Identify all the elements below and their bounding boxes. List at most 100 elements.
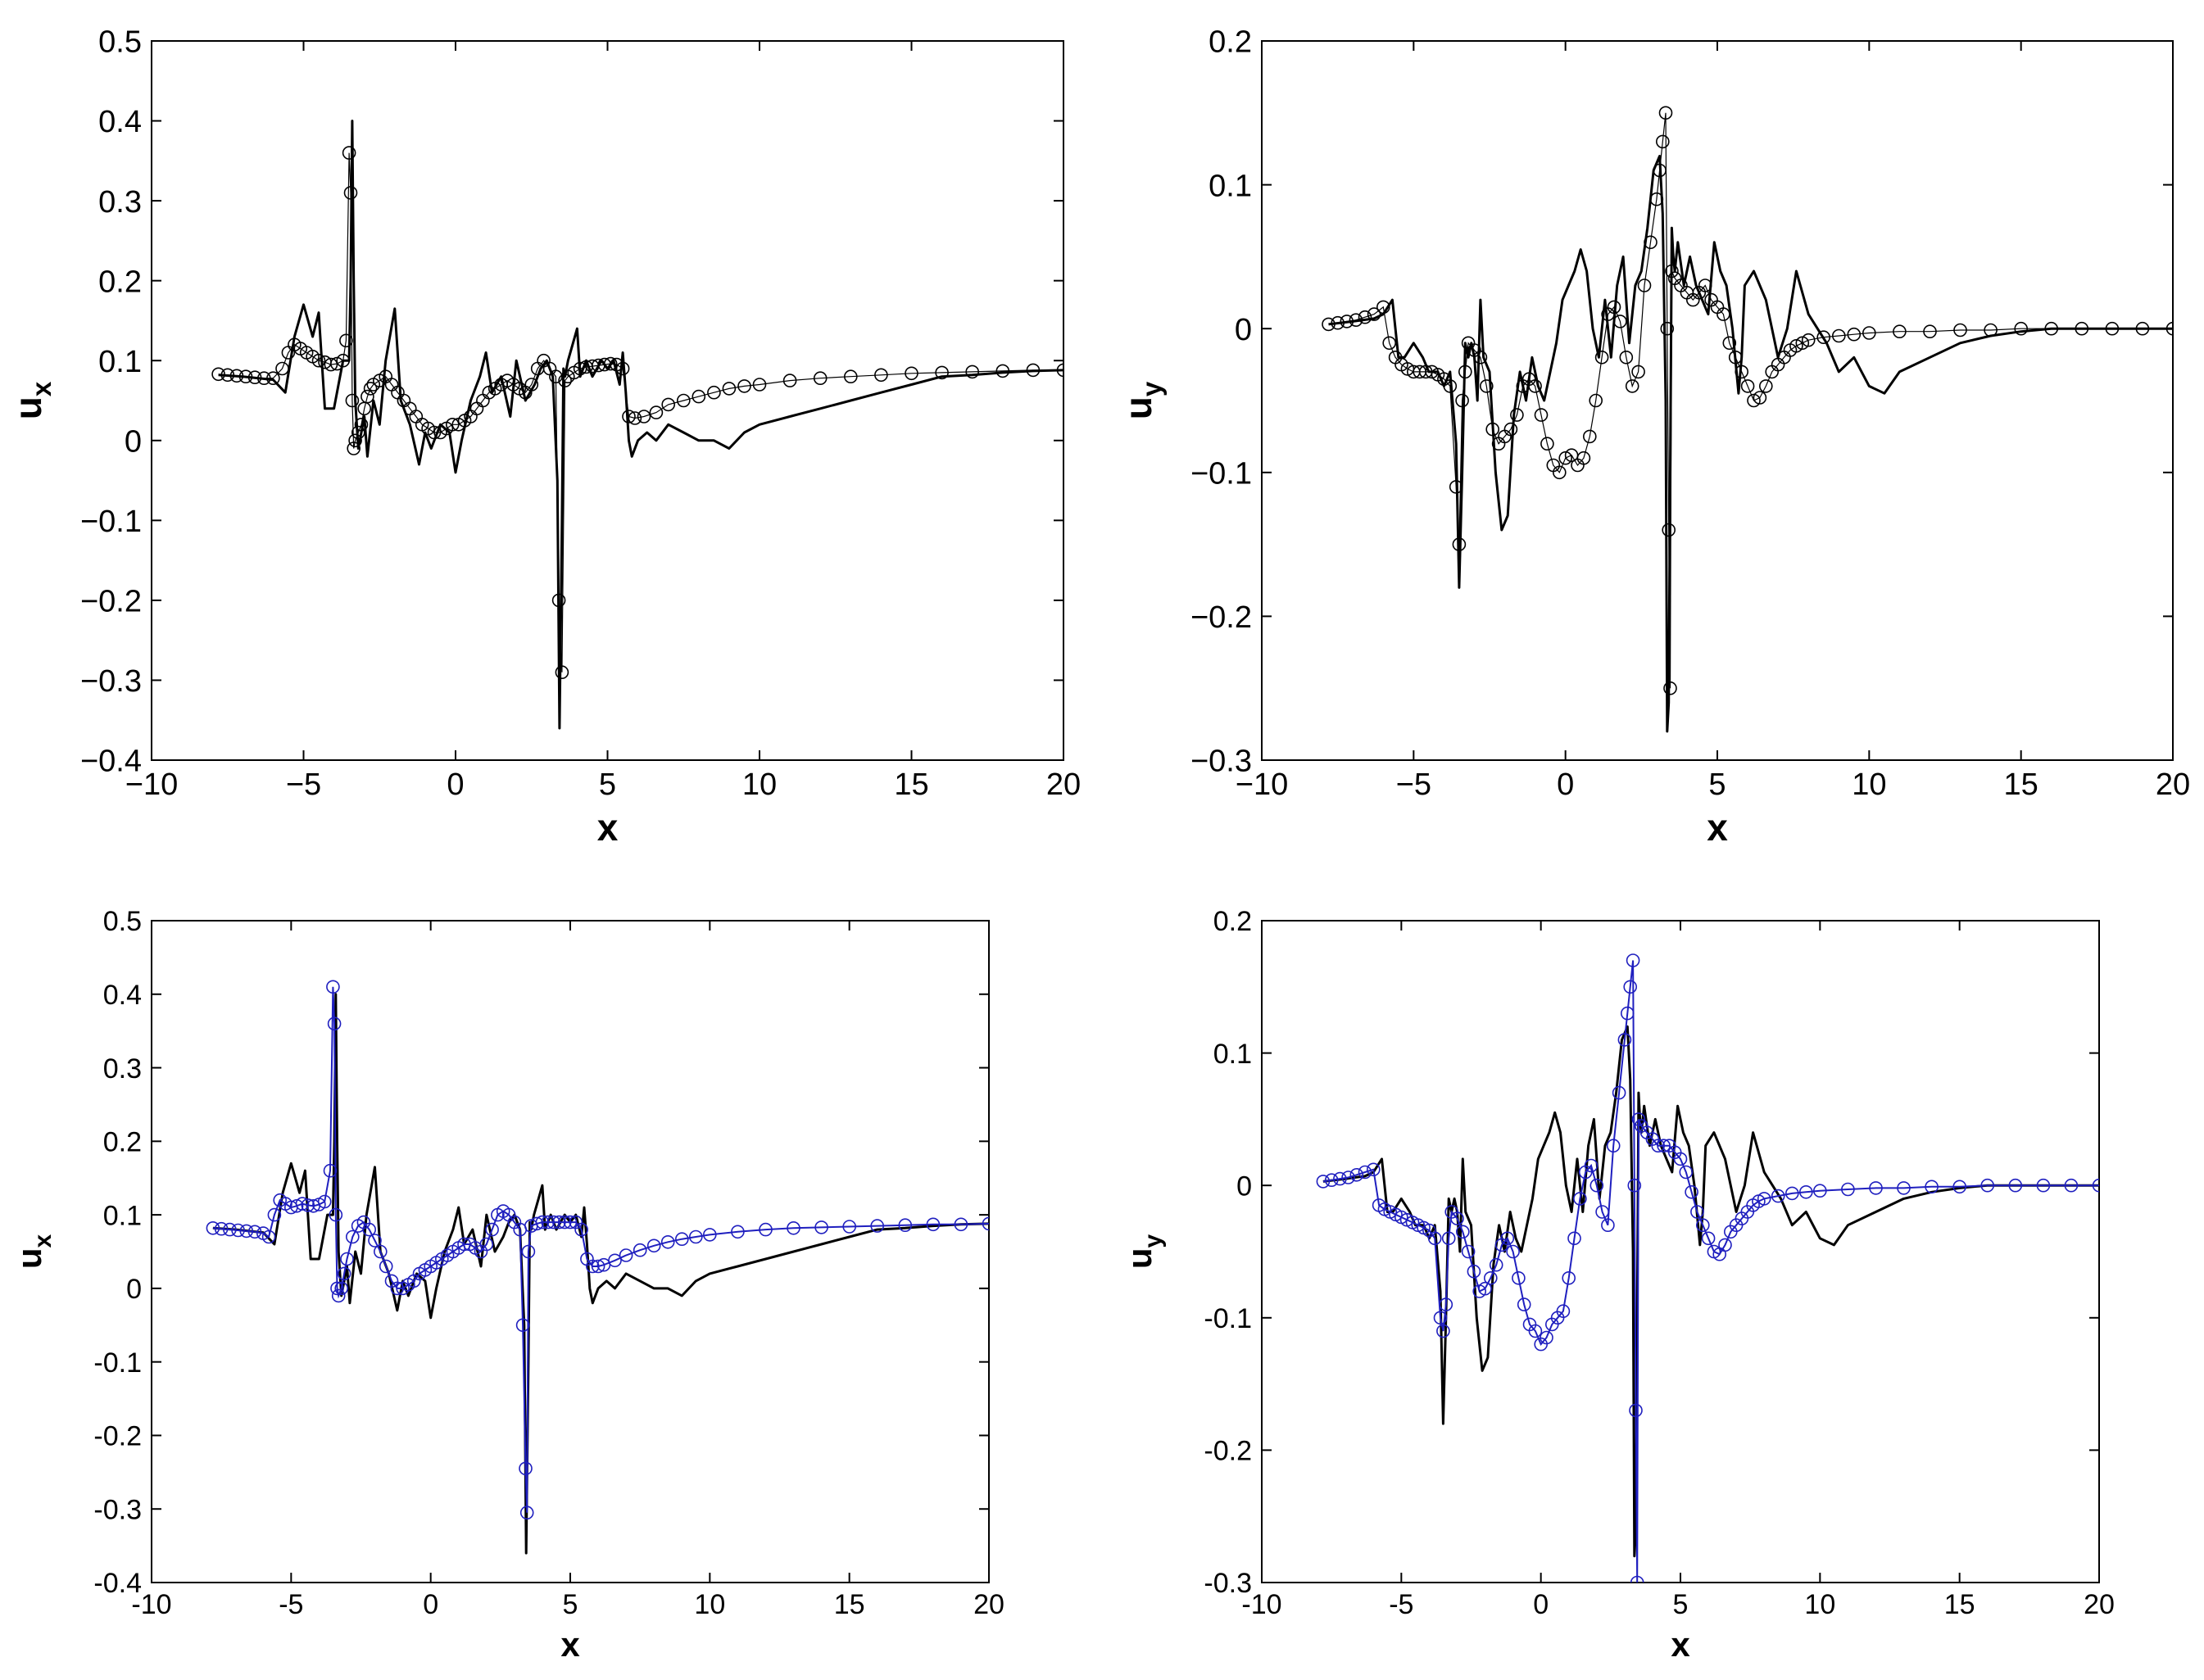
data-point-marker	[1358, 1165, 1372, 1180]
data-point-marker	[1685, 1185, 1698, 1199]
plot-area-frame	[1261, 40, 2174, 761]
data-point-marker	[1567, 1231, 1581, 1246]
x-tick-label: 20	[2084, 1589, 2115, 1620]
data-point-marker	[261, 1229, 276, 1244]
data-point-marker	[649, 405, 664, 419]
x-axis-label: x	[560, 1625, 580, 1664]
x-tick-label: 10	[1852, 768, 1886, 802]
data-point-marker	[1425, 365, 1439, 379]
data-point-marker	[1617, 1033, 1632, 1047]
data-point-marker	[759, 1222, 773, 1237]
data-point-marker	[348, 433, 362, 448]
data-point-marker	[1663, 681, 1677, 695]
data-point-marker	[275, 361, 289, 376]
y-axis-label-subscript: x	[29, 1234, 57, 1248]
y-tick-label: 0.4	[98, 105, 142, 139]
data-point-marker	[637, 410, 651, 423]
y-tick-label: −0.1	[80, 505, 142, 539]
data-point-marker	[1553, 465, 1567, 480]
data-point-marker	[585, 1259, 600, 1274]
y-tick-label: -0.4	[93, 1568, 142, 1599]
x-tick-label: -10	[131, 1589, 171, 1620]
data-point-marker	[445, 417, 460, 432]
data-point-marker	[1660, 321, 1675, 336]
plot-content	[1316, 953, 2099, 1583]
data-point-marker	[1026, 363, 1041, 378]
data-point-marker	[368, 1234, 382, 1248]
data-point-marker	[211, 367, 225, 382]
data-point-marker	[519, 1506, 534, 1519]
chart-panel-4: -10 -5 0 5 10 15 20 0.2 0.1 0 -0.1 -0.2 -0.3 x uy	[1120, 906, 2115, 1664]
data-point-marker	[1662, 523, 1676, 537]
data-point-marker	[334, 1281, 349, 1296]
data-point-marker	[1503, 422, 1518, 437]
data-point-marker	[982, 1216, 989, 1231]
y-axis-label-main: u	[10, 1248, 48, 1270]
data-point-marker	[1728, 350, 1743, 365]
y-axis-label-main: u	[1117, 396, 1159, 419]
data-point-marker	[1925, 1180, 1939, 1194]
data-point-marker	[1785, 1186, 1799, 1201]
data-point-marker	[1376, 300, 1390, 315]
data-point-marker	[267, 1207, 282, 1222]
x-tick-label: 15	[2004, 768, 2038, 802]
data-point-marker	[1716, 307, 1730, 321]
series-line-connector	[1322, 960, 2099, 1583]
data-point-marker	[1651, 1139, 1665, 1152]
x-tick-label: 5	[1708, 768, 1726, 802]
plot-content	[206, 980, 989, 1555]
data-point-marker	[842, 1220, 856, 1234]
data-point-marker	[231, 1223, 245, 1238]
data-point-marker	[563, 1215, 578, 1229]
x-tick-label: 20	[2156, 768, 2190, 802]
data-point-marker	[1619, 350, 1634, 365]
data-point-marker	[427, 425, 442, 440]
data-point-marker	[1489, 1257, 1503, 1272]
data-point-marker	[1433, 1311, 1448, 1325]
data-point-marker	[1456, 1225, 1470, 1239]
y-tick-label: 0.1	[1209, 169, 1252, 203]
plot-content	[211, 120, 1063, 730]
data-point-marker	[1923, 324, 1937, 339]
y-axis-label: ux	[10, 1234, 57, 1270]
data-point-marker	[874, 368, 888, 383]
data-point-marker	[1869, 1181, 1883, 1195]
data-point-marker	[1367, 307, 1381, 321]
y-axis-label-subscript: y	[1140, 1234, 1167, 1248]
data-point-marker	[707, 385, 721, 400]
data-point-marker	[329, 1207, 343, 1222]
data-point-marker	[345, 1229, 360, 1244]
data-point-marker	[1349, 313, 1363, 328]
data-point-marker	[1540, 437, 1554, 451]
y-tick-label: -0.2	[1204, 1436, 1252, 1467]
data-point-marker	[1701, 1231, 1716, 1246]
y-tick-label: 0.2	[98, 265, 142, 299]
data-point-marker	[787, 1221, 800, 1235]
data-point-marker	[926, 1217, 941, 1232]
x-tick-label: 0	[423, 1589, 438, 1620]
y-tick-label: 0	[1236, 1171, 1252, 1202]
y-axis-label-main: u	[7, 396, 49, 419]
data-point-marker	[256, 371, 271, 386]
data-point-marker	[541, 1215, 556, 1229]
data-point-marker	[1631, 1112, 1646, 1126]
data-point-marker	[1590, 1178, 1604, 1193]
data-point-marker	[1439, 1297, 1453, 1311]
series-markers	[206, 980, 989, 1519]
data-point-marker	[289, 1199, 304, 1213]
data-point-marker	[965, 365, 979, 379]
data-point-marker	[1467, 1264, 1481, 1279]
data-point-marker	[524, 378, 539, 392]
data-point-marker	[844, 369, 858, 384]
chart-panel-1: −10 −5 0 5 10 15 20 0.5 0.4 0.3 0.2 0.1 0 −0.1 −0.2 −0.…	[7, 25, 1081, 849]
x-tick-label: −10	[1236, 768, 1288, 802]
data-point-marker	[1631, 365, 1645, 379]
data-point-marker	[1449, 480, 1463, 494]
data-point-marker	[327, 1017, 342, 1030]
x-tick-label: 20	[973, 1589, 1004, 1620]
data-point-marker	[646, 1238, 661, 1253]
data-point-marker	[1594, 350, 1609, 365]
data-point-marker	[1625, 379, 1639, 393]
x-tick-label: 15	[894, 768, 928, 802]
plot-content	[1322, 106, 2173, 733]
